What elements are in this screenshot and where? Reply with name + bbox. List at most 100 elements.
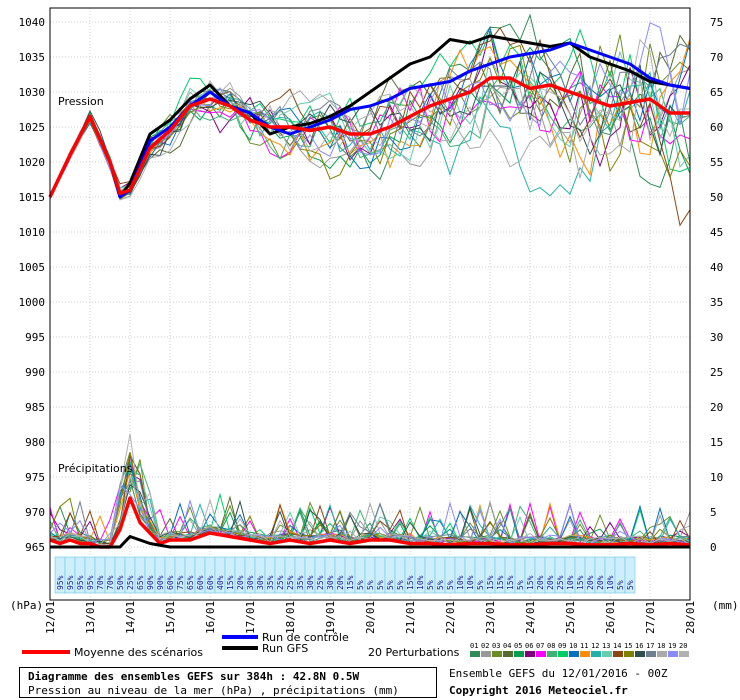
precip-prob-label: 5%	[446, 580, 455, 590]
precip-prob-label: 30%	[256, 575, 265, 590]
precip-prob-label: 5%	[436, 580, 445, 590]
x-tick-label: 23/01	[484, 601, 497, 634]
precip-prob-label: 10%	[416, 575, 425, 590]
perturbation-legend-swatch	[624, 651, 634, 657]
y-tick-label-left: 1005	[19, 261, 46, 274]
y-tick-label-right: 60	[710, 121, 723, 134]
precip-prob-label: 95%	[56, 575, 65, 590]
perturbation-lines	[49, 13, 691, 548]
x-tick-label: 13/01	[84, 601, 97, 634]
y-tick-label-right: 55	[710, 156, 723, 169]
perturbation-legend-swatch	[569, 651, 579, 657]
legend-gfs-label: Run GFS	[262, 642, 308, 655]
perturbation-legend-swatch	[525, 651, 535, 657]
perturbation-legend-id: 11	[580, 642, 588, 650]
precip-prob-label: 30%	[306, 575, 315, 590]
y-tick-label-right: 40	[710, 261, 723, 274]
precip-prob-label: 5%	[516, 580, 525, 590]
precip-prob-label: 5%	[476, 580, 485, 590]
precip-prob-label: 15%	[226, 575, 235, 590]
y-tick-label-left: 1020	[19, 156, 46, 169]
perturbation-legend-id: 10	[569, 642, 577, 650]
perturbation-legend-swatch	[635, 651, 645, 657]
chart-subtitle: Pression au niveau de la mer (hPa) , pré…	[28, 684, 399, 697]
perturbation-legend-id: 08	[547, 642, 555, 650]
precip-prob-label: 5%	[356, 580, 365, 590]
precip-prob-label: 95%	[76, 575, 85, 590]
legend: Run de contrôle Run GFS Moyenne des scén…	[22, 631, 689, 659]
perturbation-pressure-line	[49, 38, 691, 201]
y-tick-label-right: 65	[710, 86, 723, 99]
precip-prob-label: 5%	[386, 580, 395, 590]
y-tick-label-right: 50	[710, 191, 723, 204]
precip-prob-cell	[624, 556, 636, 594]
precip-prob-label: 20%	[586, 575, 595, 590]
y-tick-label-left: 975	[25, 471, 45, 484]
precip-prob-label: 10%	[456, 575, 465, 590]
perturbation-legend-id: 16	[635, 642, 643, 650]
x-tick-label: 12/01	[44, 601, 57, 634]
perturbation-legend-id: 03	[492, 642, 500, 650]
perturbation-legend-id: 17	[646, 642, 654, 650]
precip-prob-label: 10%	[466, 575, 475, 590]
perturbation-legend-swatch	[492, 651, 502, 657]
precip-prob-label: 15%	[486, 575, 495, 590]
perturbation-pressure-line	[49, 27, 691, 227]
precip-prob-label: 5%	[626, 580, 635, 590]
y-tick-label-right: 5	[710, 506, 717, 519]
run-info: Ensemble GEFS du 12/01/2016 - 00Z	[449, 667, 668, 680]
y-tick-label-right: 35	[710, 296, 723, 309]
precip-prob-label: 15%	[526, 575, 535, 590]
perturbation-legend-swatch	[503, 651, 513, 657]
precip-prob-label: 35%	[296, 575, 305, 590]
perturbation-legend-id: 15	[624, 642, 632, 650]
x-tick-label: 22/01	[444, 601, 457, 634]
precip-prob-label: 70%	[96, 575, 105, 590]
chart-axes: 9659709759809859909951000100510101015102…	[19, 16, 724, 634]
perturbation-legend-swatch	[668, 651, 678, 657]
y-tick-label-right: 75	[710, 16, 723, 29]
perturbation-legend-swatch	[514, 651, 524, 657]
perturbation-legend-swatch	[580, 651, 590, 657]
perturbation-legend-id: 04	[503, 642, 511, 650]
y-tick-label-right: 0	[710, 541, 717, 554]
precip-prob-label: 5%	[616, 580, 625, 590]
precip-prob-label: 50%	[116, 575, 125, 590]
perturbation-legend-id: 18	[657, 642, 665, 650]
perturbation-pressure-line	[49, 69, 691, 198]
perturbation-legend-id: 05	[514, 642, 522, 650]
main-series	[48, 34, 691, 549]
perturbation-legend-id: 12	[591, 642, 599, 650]
precip-prob-label: 25%	[126, 575, 135, 590]
mean-line-precip	[49, 496, 691, 549]
perturbation-legend-id: 13	[602, 642, 610, 650]
y-tick-label-right: 10	[710, 471, 723, 484]
precip-prob-label: 65%	[136, 575, 145, 590]
mean-line-pressure	[48, 76, 690, 198]
pressure-label: Pression	[58, 95, 104, 108]
perturbation-legend-swatch	[470, 651, 480, 657]
precip-prob-label: 60%	[166, 575, 175, 590]
precip-prob-label: 5%	[376, 580, 385, 590]
x-tick-label: 15/01	[164, 601, 177, 634]
x-tick-label: 17/01	[244, 601, 257, 634]
x-tick-label: 20/01	[364, 601, 377, 634]
precip-prob-label: 15%	[496, 575, 505, 590]
precip-prob-label: 15%	[576, 575, 585, 590]
y-tick-label-left: 1010	[19, 226, 46, 239]
plot-frame	[49, 7, 691, 601]
y-tick-label-right: 70	[710, 51, 723, 64]
x-tick-label: 19/01	[324, 601, 337, 634]
x-tick-label: 21/01	[404, 601, 417, 634]
y-tick-label-left: 970	[25, 506, 45, 519]
precip-prob-label: 20%	[536, 575, 545, 590]
perturbation-pressure-line	[49, 41, 691, 196]
precip-prob-label: 70%	[106, 575, 115, 590]
x-tick-label: 14/01	[124, 601, 137, 634]
precip-prob-label: 5%	[366, 580, 375, 590]
perturbation-legend-swatch	[646, 651, 656, 657]
x-tick-label: 18/01	[284, 601, 297, 634]
perturbation-legend-id: 09	[558, 642, 566, 650]
precip-prob-label: 95%	[66, 575, 75, 590]
